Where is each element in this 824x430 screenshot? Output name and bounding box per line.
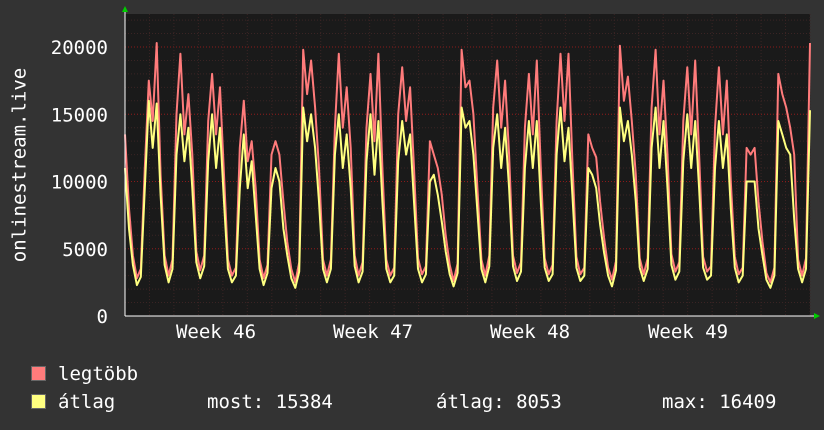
axes	[122, 6, 820, 319]
x-tick-label: Week 48	[490, 321, 570, 343]
stat-most: most: 15384	[207, 391, 333, 413]
y-axis-arrow	[122, 6, 128, 12]
x-tick-label: Week 49	[648, 321, 728, 343]
y-tick-label: 5000	[62, 239, 108, 261]
legend-swatch-legtobb	[31, 366, 46, 381]
x-tick-label: Week 47	[333, 321, 413, 343]
stat-max: max: 16409	[662, 391, 777, 413]
y-tick-label: 20000	[51, 37, 108, 59]
legend-swatch-atlag	[31, 394, 46, 409]
stat-atlag: átlag: 8053	[436, 391, 562, 413]
y-tick-label: 15000	[51, 104, 108, 126]
tick-labels: 0 5000 10000 15000 20000 Week 46 Week 47 Week 4…	[51, 37, 728, 343]
y-tick-label: 0	[97, 306, 108, 328]
legend-label-atlag: átlag	[58, 391, 116, 413]
y-axis-label: onlinestream.live	[9, 68, 31, 262]
series-line-0	[124, 42, 811, 284]
x-tick-label: Week 46	[176, 321, 256, 343]
series-line-1	[124, 99, 811, 289]
legend-label-legtobb: legtöbb	[58, 363, 139, 385]
x-axis-arrow	[814, 313, 820, 319]
y-tick-label: 10000	[51, 172, 108, 194]
series-layer	[124, 42, 811, 289]
